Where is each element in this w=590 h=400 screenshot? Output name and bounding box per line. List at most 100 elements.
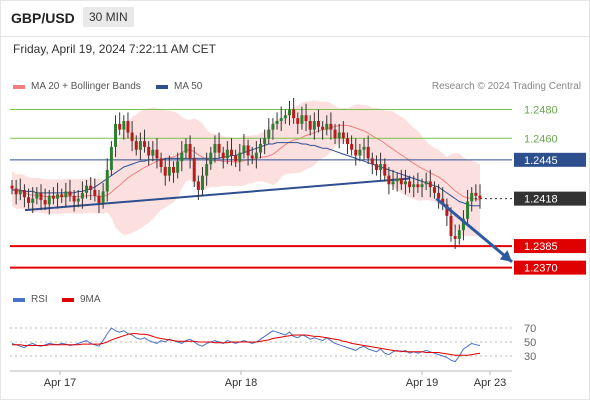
candle-body	[10, 185, 14, 189]
candle-body	[441, 198, 445, 205]
candle-body	[22, 190, 26, 198]
rsi9-swatch	[62, 297, 74, 302]
candle-body	[337, 132, 341, 139]
timeframe-badge[interactable]: 30 MIN	[83, 7, 134, 27]
candle-body	[250, 155, 254, 159]
candle-body	[246, 145, 250, 156]
level-badge-1.2370	[514, 260, 586, 275]
candle-body	[428, 181, 432, 188]
candle-body	[395, 178, 399, 182]
candle-body	[362, 146, 366, 150]
level-label-1.2445: 1.2445	[524, 155, 558, 167]
candles	[10, 98, 482, 249]
candle-body	[238, 152, 242, 162]
candle-body	[408, 181, 412, 188]
candle-body	[68, 191, 72, 196]
candle-body	[387, 175, 391, 185]
symbol-label: GBP/USD	[11, 10, 75, 26]
candle-body	[312, 121, 316, 130]
x-tick-label: Apr 18	[225, 377, 257, 389]
candle-body	[138, 141, 142, 150]
candle-body	[333, 129, 337, 139]
candle-body	[126, 121, 130, 133]
candle-body	[466, 201, 470, 219]
candle-body	[147, 146, 151, 156]
candle-body	[205, 164, 209, 176]
x-tick-label: Apr 23	[474, 377, 506, 389]
candle-body	[424, 181, 428, 185]
forecast-arrow-head	[499, 250, 512, 262]
candle-body	[292, 109, 296, 119]
level-label-1.2460: 1.2460	[524, 133, 558, 145]
timestamp-label: Friday, April 19, 2024 7:22:11 AM CET	[13, 42, 216, 56]
level-label-1.2418: 1.2418	[524, 194, 558, 206]
source-credit: Research © 2024 Trading Central	[431, 81, 581, 92]
candle-body	[89, 185, 93, 190]
forecast-arrow-shaft	[435, 197, 513, 264]
rsi-tick-label: 50	[524, 337, 536, 349]
candle-body	[399, 178, 403, 185]
candle-body	[97, 195, 101, 203]
candle-body	[213, 144, 217, 153]
bollinger-band	[12, 100, 480, 237]
candle-body	[287, 109, 291, 116]
candle-body	[76, 198, 80, 202]
legend-ma20: MA 20 + Bollinger Bands	[13, 81, 141, 92]
legend-rsi9: 9MA	[62, 294, 101, 305]
level-badge-1.2385	[514, 239, 586, 254]
candle-body	[60, 194, 64, 198]
candle-body	[43, 200, 47, 205]
rsi-tick-label: 70	[524, 323, 536, 335]
candle-body	[453, 236, 457, 239]
candle-body	[234, 155, 238, 162]
candle-body	[27, 197, 31, 203]
candle-body	[47, 195, 51, 205]
candle-body	[379, 164, 383, 170]
candle-body	[345, 138, 349, 144]
candle-body	[341, 132, 345, 139]
level-badge-1.2445	[514, 152, 586, 167]
x-tick-label: Apr 17	[44, 377, 76, 389]
candle-body	[300, 115, 304, 124]
candle-body	[366, 146, 370, 159]
candle-body	[321, 126, 325, 130]
candle-body	[374, 164, 378, 170]
candle-body	[478, 195, 482, 199]
candle-body	[221, 152, 225, 159]
chart-header: GBP/USD 30 MIN	[0, 0, 590, 37]
level-badge-1.2418	[514, 191, 586, 206]
candle-body	[358, 149, 362, 156]
candle-body	[279, 118, 283, 121]
x-tick-label: Apr 19	[406, 377, 438, 389]
candle-body	[432, 187, 436, 193]
rsi-series-9MA	[12, 333, 481, 356]
candle-body	[51, 195, 55, 199]
candle-body	[230, 149, 234, 156]
candle-body	[225, 149, 229, 159]
candle-body	[64, 191, 68, 198]
candle-body	[56, 194, 60, 199]
candle-body	[72, 195, 76, 202]
candle-body	[391, 181, 395, 185]
candle-body	[188, 144, 192, 159]
candle-body	[163, 167, 167, 176]
candle-body	[242, 145, 246, 153]
candle-body	[267, 129, 271, 139]
ma20-swatch	[13, 84, 25, 89]
candle-body	[283, 115, 287, 119]
candle-body	[105, 169, 109, 192]
candle-body	[271, 123, 275, 130]
rsi-tick-label: 30	[524, 351, 536, 363]
candle-body	[201, 175, 205, 190]
candle-body	[275, 121, 279, 124]
candle-body	[445, 204, 449, 216]
trendline	[24, 177, 410, 212]
candle-body	[304, 115, 308, 121]
candle-body	[159, 158, 163, 167]
candle-body	[155, 149, 159, 159]
candle-body	[308, 121, 312, 130]
level-label-1.2480: 1.2480	[524, 105, 558, 117]
candle-body	[474, 192, 478, 196]
candle-body	[329, 123, 333, 130]
candle-body	[39, 192, 43, 201]
